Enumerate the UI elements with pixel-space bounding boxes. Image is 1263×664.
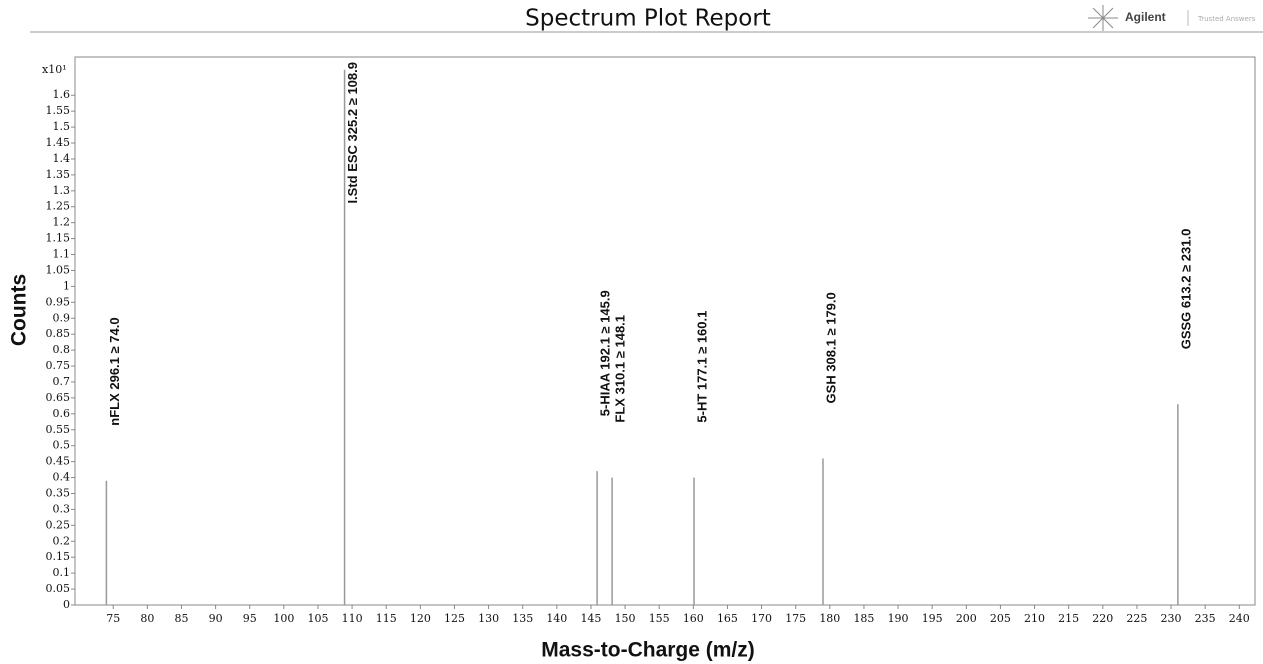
x-tick-label: 75	[106, 612, 120, 625]
x-tick-label: 130	[478, 612, 499, 625]
x-tick-label: 85	[174, 612, 188, 625]
x-tick-label: 145	[580, 612, 601, 625]
x-tick-label: 135	[512, 612, 533, 625]
y-axis-label: Counts	[8, 274, 31, 346]
x-tick-label: 185	[853, 612, 874, 625]
peak-label: FLX 310.1 ≥ 148.1	[613, 315, 628, 423]
y-tick-label: 1.4	[53, 152, 71, 165]
x-tick-label: 150	[615, 612, 636, 625]
y-tick-label: 0.9	[53, 311, 71, 324]
y-tick-label: 0	[63, 598, 70, 611]
brand-name: Agilent	[1125, 10, 1166, 24]
y-tick-label: 0.65	[46, 391, 71, 404]
peak-label: nFLX 296.1 ≥ 74.0	[107, 317, 122, 425]
peak-label: 5-HIAA 192.1 ≥ 145.9	[598, 290, 613, 416]
brand-tagline: Trusted Answers	[1197, 15, 1256, 23]
x-tick-label: 215	[1058, 612, 1079, 625]
y-tick-label: 1.6	[53, 88, 71, 101]
peak-label: 5-HT 177.1 ≥ 160.1	[694, 311, 709, 423]
x-tick-label: 120	[410, 612, 431, 625]
y-tick-label: 0.85	[46, 327, 71, 340]
x-tick-label: 210	[1024, 612, 1045, 625]
x-axis-label: Mass-to-Charge (m/z)	[541, 639, 755, 662]
y-tick-label: 0.1	[53, 566, 71, 579]
x-tick-label: 105	[307, 612, 328, 625]
y-tick-label: 0.55	[46, 423, 71, 436]
y-tick-label: 0.35	[46, 486, 71, 499]
x-tick-label: 110	[342, 612, 363, 625]
x-tick-label: 140	[546, 612, 567, 625]
x-tick-label: 235	[1195, 612, 1216, 625]
y-multiplier: x10¹	[42, 63, 67, 76]
x-tick-label: 90	[209, 612, 223, 625]
y-tick-label: 0.95	[46, 295, 71, 308]
x-tick-label: 195	[922, 612, 943, 625]
x-tick-label: 190	[888, 612, 909, 625]
y-tick-label: 0.2	[53, 534, 71, 547]
y-tick-label: 1.2	[53, 216, 71, 229]
peak-label: GSSG 613.2 ≥ 231.0	[1178, 229, 1193, 350]
x-tick-label: 155	[649, 612, 670, 625]
x-tick-label: 100	[273, 612, 294, 625]
y-tick-label: 1.1	[53, 248, 71, 261]
x-tick-label: 170	[751, 612, 772, 625]
y-tick-label: 1.5	[53, 120, 71, 133]
y-tick-label: 0.45	[46, 455, 71, 468]
x-tick-label: 200	[956, 612, 977, 625]
x-tick-label: 220	[1092, 612, 1113, 625]
x-tick-label: 165	[717, 612, 738, 625]
x-tick-label: 225	[1126, 612, 1147, 625]
x-tick-label: 115	[376, 612, 397, 625]
x-tick-label: 95	[243, 612, 257, 625]
y-tick-label: 0.25	[46, 518, 71, 531]
x-tick-label: 205	[990, 612, 1011, 625]
x-tick-label: 80	[140, 612, 154, 625]
y-tick-label: 1.45	[46, 136, 71, 149]
x-tick-label: 160	[683, 612, 704, 625]
y-tick-label: 0.15	[46, 550, 71, 563]
y-tick-label: 1	[63, 279, 70, 292]
y-tick-label: 1.55	[46, 104, 71, 117]
plot-frame	[74, 56, 1256, 606]
y-tick-label: 0.8	[53, 343, 71, 356]
y-tick-label: 0.6	[53, 407, 71, 420]
x-tick-label: 180	[819, 612, 840, 625]
y-tick-label: 0.5	[53, 439, 71, 452]
y-tick-label: 0.75	[46, 359, 71, 372]
x-tick-label: 240	[1229, 612, 1250, 625]
y-tick-label: 1.15	[46, 232, 71, 245]
y-tick-label: 0.4	[53, 471, 71, 484]
y-tick-label: 0.05	[46, 582, 71, 595]
y-tick-label: 1.3	[53, 184, 71, 197]
y-tick-label: 1.35	[46, 168, 71, 181]
y-tick-label: 1.05	[46, 263, 71, 276]
peak-label: GSH 308.1 ≥ 179.0	[823, 292, 838, 403]
page-title: Spectrum Plot Report	[525, 6, 771, 32]
y-tick-label: 0.3	[53, 502, 71, 515]
y-tick-label: 0.7	[53, 375, 71, 388]
peak-label: I.Std ESC 325.2 ≥ 108.9	[345, 62, 360, 204]
x-tick-label: 125	[444, 612, 465, 625]
x-tick-label: 230	[1161, 612, 1182, 625]
y-tick-label: 1.25	[46, 200, 71, 213]
x-tick-label: 175	[785, 612, 806, 625]
brand-logo	[1088, 5, 1118, 31]
